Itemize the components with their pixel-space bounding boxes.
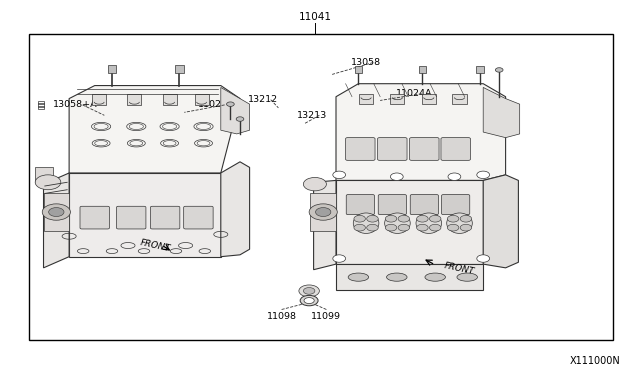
Bar [422,94,436,104]
Ellipse shape [425,273,445,281]
Circle shape [417,224,428,231]
Bar [38,101,44,109]
Bar [419,66,426,73]
Circle shape [309,204,337,220]
FancyBboxPatch shape [410,138,439,160]
Bar [29,34,613,340]
Polygon shape [221,87,250,134]
Ellipse shape [457,273,477,281]
Text: 13058: 13058 [351,58,381,67]
Circle shape [477,255,490,262]
Bar [35,167,53,182]
FancyBboxPatch shape [410,195,438,215]
Ellipse shape [385,213,410,234]
FancyBboxPatch shape [80,206,109,229]
Circle shape [299,285,319,297]
Polygon shape [44,173,69,268]
Text: FRONT: FRONT [140,238,172,253]
Circle shape [354,215,365,222]
Circle shape [227,102,234,106]
Ellipse shape [353,213,379,234]
Text: 13213: 13213 [297,111,327,120]
Circle shape [333,255,346,262]
Polygon shape [336,84,506,180]
Circle shape [460,224,472,231]
Ellipse shape [447,213,472,234]
Circle shape [316,208,331,217]
Circle shape [42,204,70,220]
Circle shape [390,173,403,180]
FancyBboxPatch shape [378,138,407,160]
Circle shape [495,68,503,72]
Bar [476,66,484,73]
Circle shape [417,215,428,222]
Polygon shape [336,264,483,290]
FancyBboxPatch shape [441,138,470,160]
FancyBboxPatch shape [442,195,470,215]
Polygon shape [221,162,250,257]
Circle shape [448,173,461,180]
Circle shape [49,208,64,217]
Circle shape [300,295,318,306]
FancyBboxPatch shape [378,195,406,215]
Bar [310,193,336,231]
Bar [195,94,209,105]
Circle shape [398,215,410,222]
Text: 11024A: 11024A [198,100,235,109]
Text: 13058+A: 13058+A [52,100,97,109]
Circle shape [477,171,490,179]
Text: X111000N: X111000N [570,356,621,366]
Circle shape [35,175,61,190]
Ellipse shape [348,273,369,281]
Bar [175,65,184,73]
Text: 11098: 11098 [267,312,296,321]
Polygon shape [69,173,221,257]
Polygon shape [314,180,336,270]
Circle shape [385,215,397,222]
Circle shape [236,117,244,121]
Bar [390,94,404,104]
Polygon shape [483,175,518,268]
Bar [452,94,467,104]
Circle shape [333,171,346,179]
FancyBboxPatch shape [150,206,180,229]
Text: 13212: 13212 [248,95,278,104]
Bar [359,94,373,104]
Circle shape [429,224,441,231]
Circle shape [367,215,378,222]
Bar [44,193,69,231]
Circle shape [429,215,441,222]
Circle shape [303,288,315,294]
Circle shape [398,224,410,231]
Circle shape [354,224,365,231]
Bar [355,66,362,73]
Ellipse shape [416,213,442,234]
Polygon shape [483,87,520,138]
Text: FRONT: FRONT [443,261,475,276]
Circle shape [367,224,378,231]
FancyBboxPatch shape [184,206,213,229]
Circle shape [303,177,326,191]
Polygon shape [336,180,483,264]
Bar [108,65,116,73]
Text: 11024A: 11024A [396,89,432,98]
Bar [92,94,106,105]
Bar [127,94,141,105]
FancyBboxPatch shape [116,206,146,229]
FancyBboxPatch shape [346,138,375,160]
Text: 11041: 11041 [298,12,332,22]
Polygon shape [69,86,240,173]
Circle shape [447,215,459,222]
Circle shape [460,215,472,222]
FancyBboxPatch shape [346,195,374,215]
Circle shape [447,224,459,231]
Circle shape [385,224,397,231]
Text: 11099: 11099 [312,312,341,321]
Circle shape [304,298,314,304]
Ellipse shape [387,273,407,281]
Bar [163,94,177,105]
